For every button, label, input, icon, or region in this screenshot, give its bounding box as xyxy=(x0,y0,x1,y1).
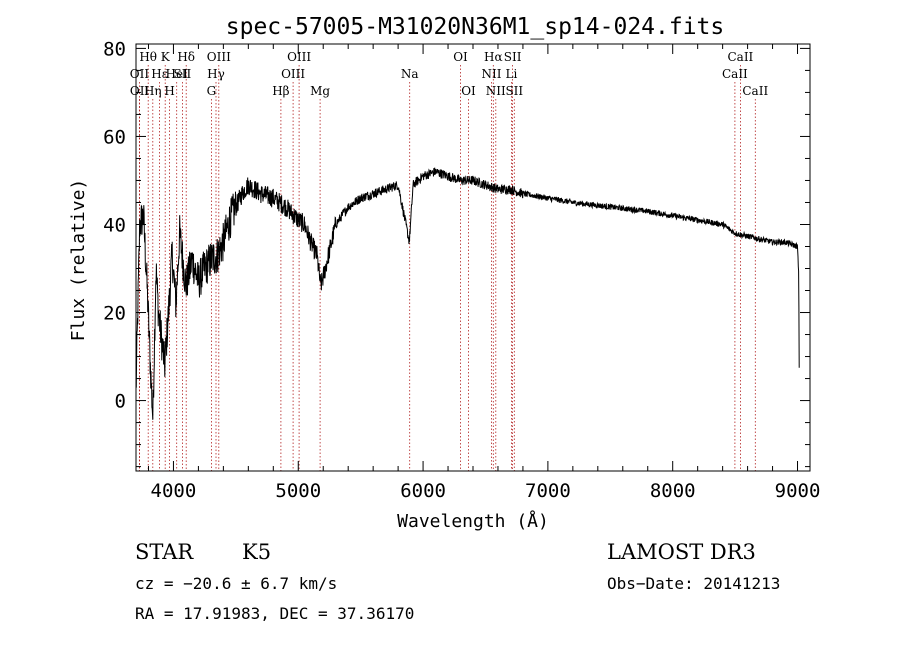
plot-frame xyxy=(135,43,811,472)
spectral-line-label: OII xyxy=(130,67,150,81)
spectral-line-label: Hη xyxy=(144,84,162,98)
x-tick-label: 8000 xyxy=(650,480,696,502)
spectral-line-label: OIII xyxy=(287,50,311,64)
y-tick-label: 0 xyxy=(115,391,126,413)
spectral-line-label: CaII xyxy=(722,67,748,81)
spectral-line-label: Hγ xyxy=(207,67,225,81)
spectral-line-markers xyxy=(138,65,756,471)
spectral-line-label: OIII xyxy=(281,67,305,81)
spectral-line-label: Hε xyxy=(151,67,168,81)
spectral-line-label: K xyxy=(161,50,171,64)
observation-date: Obs−Date: 20141213 xyxy=(607,574,780,593)
spectral-line-label: Na xyxy=(401,67,419,81)
spectral-line-label: Li xyxy=(505,67,517,81)
x-tick-label: 4000 xyxy=(151,480,197,502)
spectral-line-label: OI xyxy=(461,84,476,98)
spectral-line-label: G xyxy=(207,84,217,98)
spectral-line-label: HeI xyxy=(166,67,189,81)
spectrum-trace xyxy=(135,167,800,420)
sky-coordinates: RA = 17.91983, DEC = 37.36170 xyxy=(135,604,414,623)
y-tick-label: 40 xyxy=(103,214,126,236)
x-axis-label: Wavelength (Å) xyxy=(397,510,549,532)
spectral-line-label: CaII xyxy=(727,50,753,64)
y-tick-label: 20 xyxy=(103,303,126,325)
spectral-line-label: H xyxy=(164,84,174,98)
chart-title: spec-57005-M31020N36M1_sp14-024.fits xyxy=(226,14,725,40)
x-tick-label: 9000 xyxy=(775,480,821,502)
x-tick-label: 7000 xyxy=(525,480,571,502)
spectral-line-label: OIII xyxy=(207,50,231,64)
spectral-line-label: SII xyxy=(505,84,523,98)
x-tick-label: 5000 xyxy=(275,480,321,502)
y-tick-label: 80 xyxy=(103,38,126,60)
y-axis-ticks: 0 20 40 60 80 xyxy=(103,38,810,468)
x-tick-label: 6000 xyxy=(400,480,446,502)
spectral-line-label: NII xyxy=(486,84,506,98)
spectral-line-label: Hα xyxy=(484,50,503,64)
spectral-line-label: SII xyxy=(174,67,192,81)
y-axis-label: Flux (relative) xyxy=(68,179,89,342)
spectral-line-label: Hδ xyxy=(177,50,195,64)
x-axis-ticks: 4000 5000 6000 7000 8000 9000 xyxy=(147,44,821,502)
spectral-line-label: Hθ xyxy=(139,50,157,64)
spectral-line-label: Mg xyxy=(310,84,330,98)
object-class: STAR xyxy=(135,540,194,564)
spectral-line-label: CaII xyxy=(742,84,768,98)
spectral-line-label: OI xyxy=(453,50,468,64)
spectral-line-label: NII xyxy=(482,67,502,81)
spectral-line-label: Hβ xyxy=(272,84,289,98)
spectral-line-label: OII xyxy=(130,84,150,98)
spectral-line-label: SII xyxy=(504,50,522,64)
object-subclass: K5 xyxy=(242,540,271,564)
redshift-velocity: cz = −20.6 ± 6.7 km/s xyxy=(135,574,337,593)
y-tick-label: 60 xyxy=(103,126,126,148)
survey-label: LAMOST DR3 xyxy=(607,540,756,564)
